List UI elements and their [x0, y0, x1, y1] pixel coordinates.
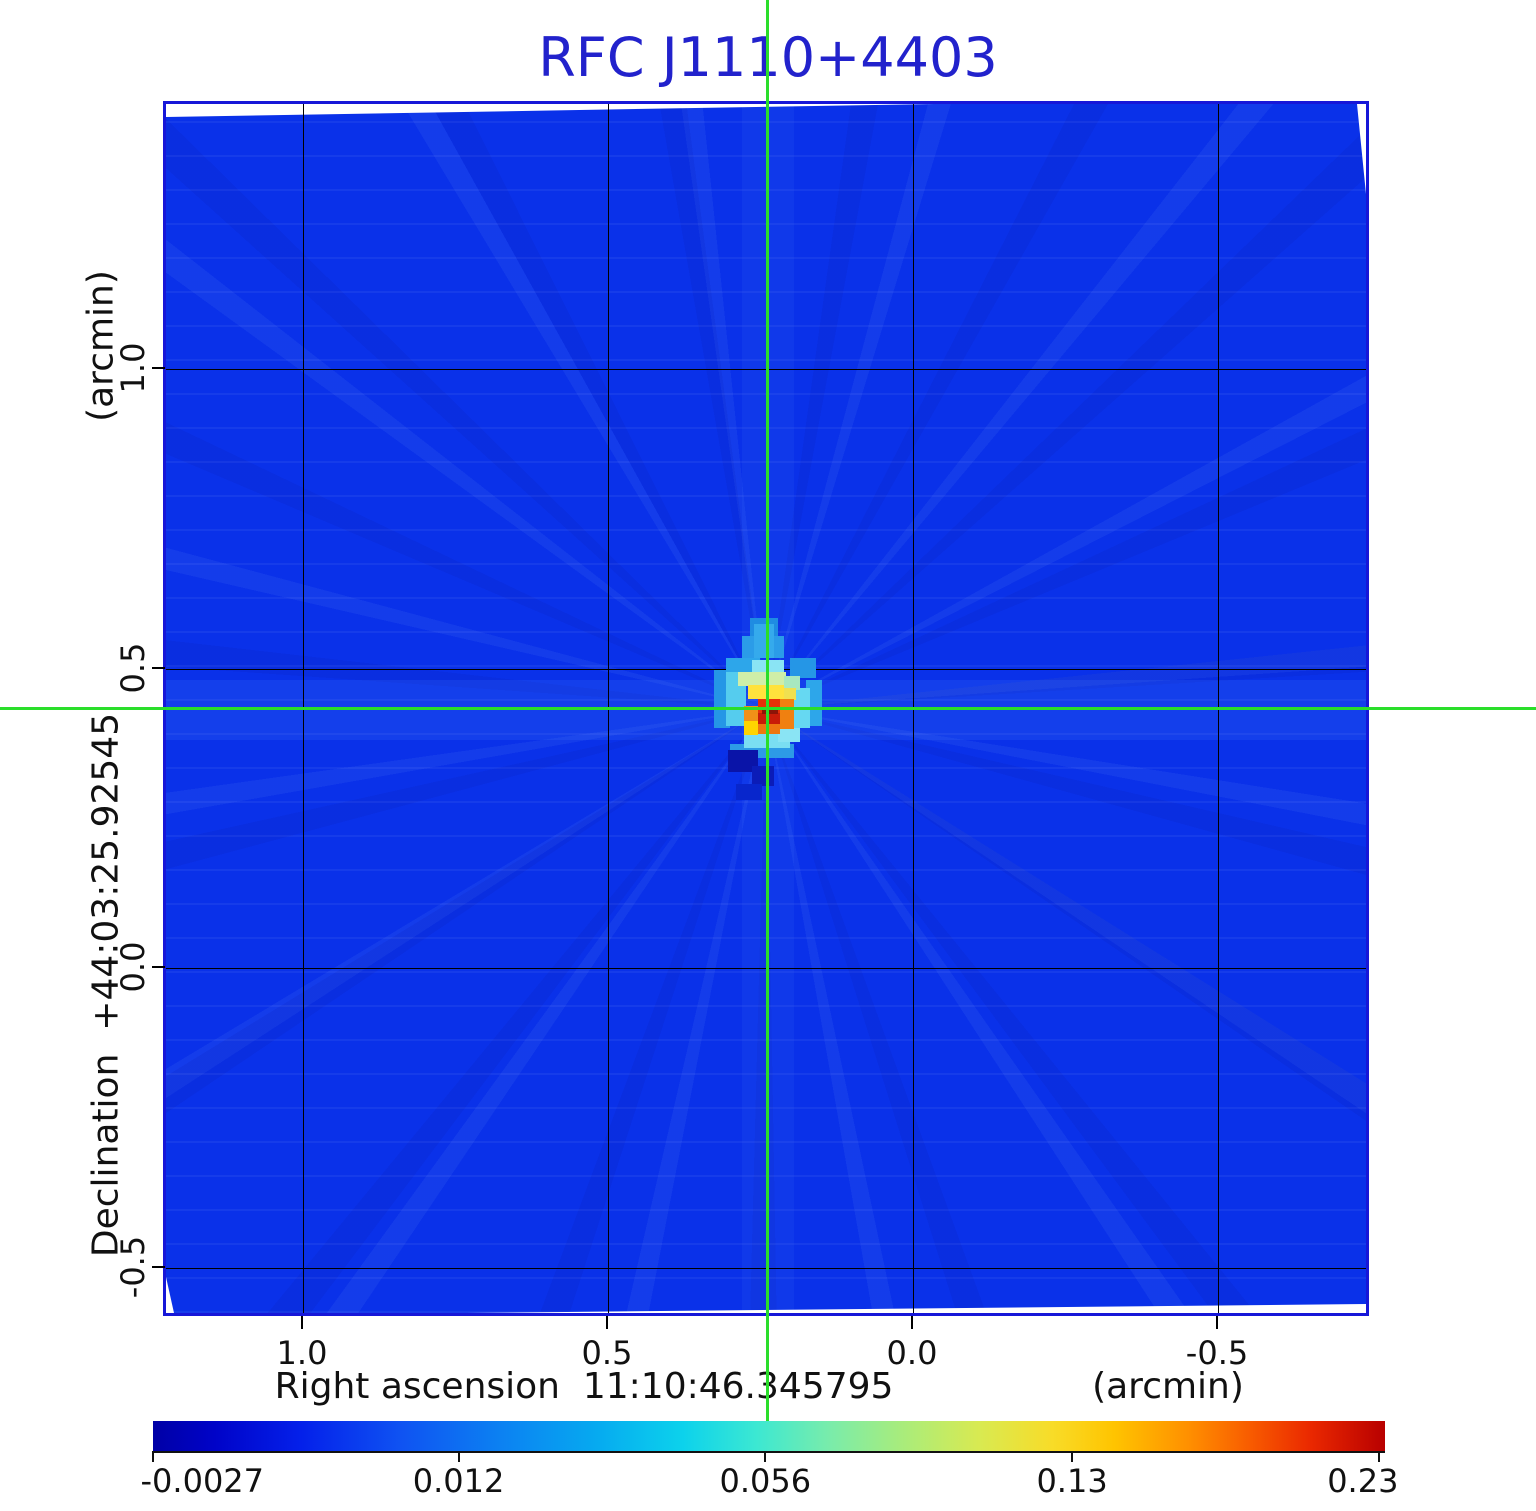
y-axis-tick — [152, 966, 165, 968]
colorbar-tick-label: 0.13 — [1036, 1462, 1108, 1500]
x-axis-label: Right ascension 11:10:46.345795 — [274, 1366, 894, 1407]
x-axis-unit: (arcmin) — [1092, 1366, 1244, 1407]
page-title: RFC J1110+4403 — [538, 26, 998, 89]
colorbar — [153, 1421, 1385, 1453]
x-axis-tick — [1216, 1316, 1218, 1329]
colorbar-tick-label: 0.23 — [1327, 1462, 1399, 1500]
crosshair-horizontal-line — [0, 707, 1536, 710]
x-tick-label: 0.0 — [886, 1334, 938, 1372]
y-axis-tick — [152, 666, 165, 669]
colorbar-tick-label: -0.0027 — [140, 1462, 265, 1500]
x-axis-tick — [301, 1316, 303, 1329]
colorbar-tick — [152, 1451, 154, 1462]
colorbar-tick — [1377, 1451, 1380, 1462]
crosshair-vertical-line — [766, 0, 769, 1421]
x-tick-label: -0.5 — [1185, 1334, 1249, 1372]
y-axis-tick — [152, 367, 165, 369]
y-tick-label: 1.0 — [114, 342, 152, 394]
y-tick-label: 0.5 — [114, 642, 152, 693]
x-tick-label: 0.5 — [581, 1334, 633, 1372]
colorbar-tick — [1071, 1451, 1074, 1462]
colorbar-tick-label: 0.056 — [719, 1462, 812, 1500]
x-axis-tick — [606, 1316, 608, 1329]
y-tick-label: 0.0 — [114, 941, 152, 993]
colorbar-tick — [457, 1451, 460, 1462]
colorbar-tick — [764, 1451, 767, 1462]
y-axis-tick — [152, 1265, 165, 1268]
colorbar-tick-label: 0.012 — [412, 1462, 505, 1500]
blank-wedge-bottom-left — [166, 1277, 174, 1313]
x-axis-tick — [911, 1316, 913, 1329]
radio-source-blob — [714, 618, 822, 800]
y-tick-label: -0.5 — [114, 1235, 152, 1298]
blank-wedge-right — [1357, 104, 1366, 194]
x-tick-label: 1.0 — [276, 1334, 328, 1372]
blank-wedge-bottom — [466, 1304, 1366, 1313]
